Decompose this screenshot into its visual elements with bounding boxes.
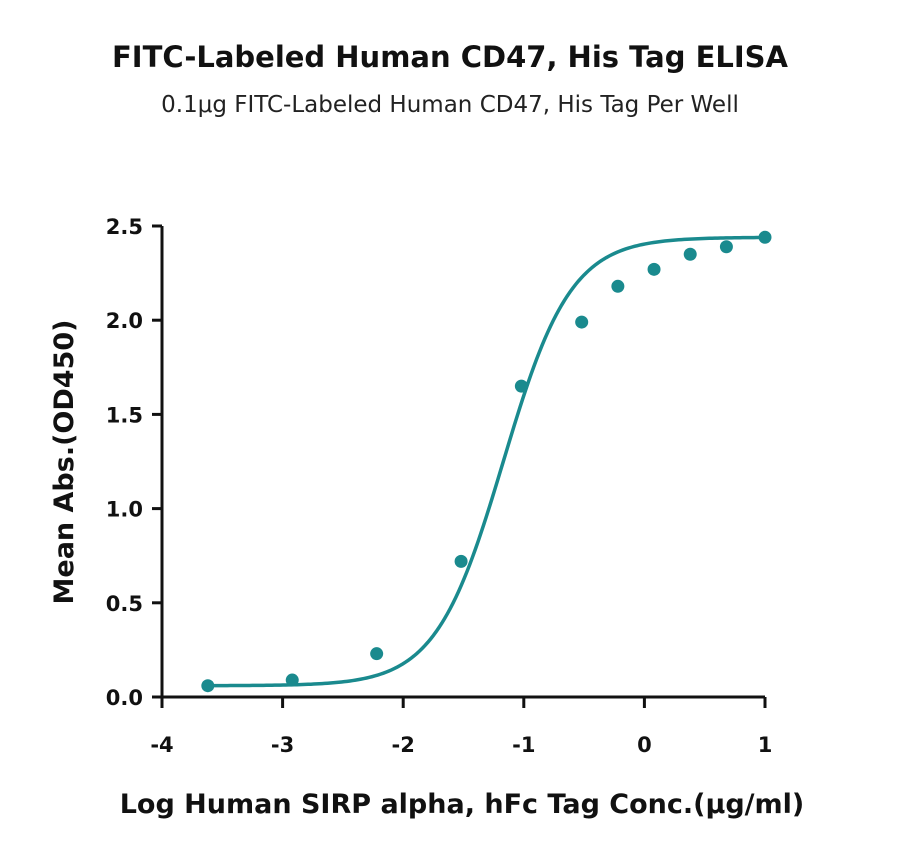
y-tick-label: 2.0 <box>106 309 143 333</box>
data-point <box>611 279 625 293</box>
data-points-layer <box>201 230 772 693</box>
axes: 0.0 0.5 1.0 1.5 2.0 2.5 -4 -3 -2 -1 0 1 <box>106 215 773 757</box>
fit-curve-layer <box>207 235 766 688</box>
chart-title: FITC-Labeled Human CD47, His Tag ELISA <box>111 40 789 74</box>
data-point <box>514 379 528 393</box>
y-tick-label: 1.0 <box>106 498 143 522</box>
x-tick-label: 0 <box>637 733 652 757</box>
y-tick-label: 0.0 <box>106 686 143 710</box>
data-point <box>285 673 299 687</box>
x-tick-label: 1 <box>758 733 773 757</box>
data-point <box>683 247 697 261</box>
fit-curve <box>207 235 766 688</box>
data-point <box>758 230 772 244</box>
data-point <box>575 315 589 329</box>
y-tick-label: 0.5 <box>106 592 143 616</box>
x-tick-label: -2 <box>392 733 415 757</box>
x-tick-label: -4 <box>150 733 173 757</box>
data-point <box>454 554 468 568</box>
x-tick-label: -3 <box>271 733 294 757</box>
y-tick-label: 2.5 <box>106 215 143 239</box>
x-axis-title: Log Human SIRP alpha, hFc Tag Conc.(μg/m… <box>120 789 805 820</box>
chart-subtitle: 0.1μg FITC-Labeled Human CD47, His Tag P… <box>161 92 739 118</box>
data-point <box>370 647 384 661</box>
data-point <box>719 240 733 254</box>
y-tick-label: 1.5 <box>106 403 143 427</box>
y-axis-title: Mean Abs.(OD450) <box>49 320 80 605</box>
data-point <box>647 262 661 276</box>
x-tick-label: -1 <box>512 733 535 757</box>
data-point <box>201 679 215 693</box>
